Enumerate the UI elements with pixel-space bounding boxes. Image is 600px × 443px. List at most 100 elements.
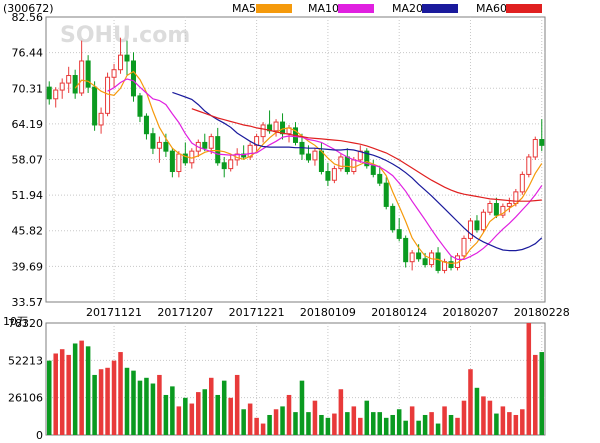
candle-body[interactable]: [124, 54, 130, 62]
volume-bar[interactable]: [111, 360, 117, 435]
volume-bar[interactable]: [481, 396, 486, 435]
volume-bar[interactable]: [79, 340, 84, 435]
volume-bar[interactable]: [215, 394, 221, 435]
candle-body[interactable]: [98, 112, 104, 126]
candle-body[interactable]: [66, 75, 72, 84]
volume-bar[interactable]: [267, 414, 272, 435]
volume-bar[interactable]: [66, 354, 71, 435]
volume-bar[interactable]: [513, 414, 519, 435]
candle-body[interactable]: [377, 173, 383, 184]
candle-body[interactable]: [331, 168, 337, 181]
candle-body[interactable]: [156, 141, 162, 149]
volume-bar[interactable]: [416, 420, 421, 435]
volume-bar[interactable]: [157, 374, 162, 435]
candle-body[interactable]: [390, 205, 396, 231]
volume-bar[interactable]: [299, 380, 305, 435]
candle-body[interactable]: [318, 150, 324, 173]
candle-body[interactable]: [111, 69, 117, 78]
volume-bar[interactable]: [144, 377, 149, 435]
candle-body[interactable]: [539, 139, 545, 146]
volume-bar[interactable]: [396, 409, 402, 435]
candle-body[interactable]: [221, 162, 227, 170]
volume-bar[interactable]: [306, 412, 311, 435]
volume-bar[interactable]: [312, 400, 318, 435]
candle-body[interactable]: [370, 165, 376, 175]
candle-body[interactable]: [169, 150, 175, 173]
volume-bar[interactable]: [377, 412, 383, 435]
candle-body[interactable]: [312, 150, 318, 161]
candle-body[interactable]: [105, 76, 111, 114]
volume-bar[interactable]: [422, 414, 428, 435]
volume-bar[interactable]: [163, 394, 169, 435]
volume-bar[interactable]: [358, 417, 363, 435]
candle-body[interactable]: [409, 252, 415, 263]
candle-body[interactable]: [72, 75, 78, 94]
candle-body[interactable]: [260, 124, 266, 138]
candle-body[interactable]: [137, 95, 143, 117]
candle-body[interactable]: [435, 252, 441, 271]
candle-body[interactable]: [487, 203, 493, 213]
volume-bar[interactable]: [435, 423, 441, 435]
candle-body[interactable]: [53, 89, 59, 100]
volume-bar[interactable]: [468, 369, 473, 435]
candle-body[interactable]: [273, 121, 279, 132]
volume-bar[interactable]: [474, 387, 480, 435]
volume-bar[interactable]: [98, 369, 104, 435]
candle-body[interactable]: [143, 115, 149, 135]
candle-body[interactable]: [344, 156, 350, 173]
volume-bar[interactable]: [92, 374, 97, 435]
candle-body[interactable]: [202, 141, 208, 149]
volume-bar[interactable]: [228, 397, 233, 435]
volume-bar[interactable]: [345, 412, 350, 435]
candle-body[interactable]: [85, 60, 91, 88]
volume-bar[interactable]: [507, 412, 512, 435]
candle-body[interactable]: [228, 159, 234, 170]
volume-bar[interactable]: [364, 400, 370, 435]
candle-body[interactable]: [506, 203, 512, 207]
volume-bar[interactable]: [487, 400, 493, 435]
candle-body[interactable]: [305, 153, 311, 161]
candle-body[interactable]: [500, 205, 506, 216]
candle-body[interactable]: [325, 171, 331, 181]
volume-bar[interactable]: [409, 406, 415, 435]
volume-bar[interactable]: [429, 412, 434, 435]
volume-bar[interactable]: [390, 414, 395, 435]
volume-bar[interactable]: [254, 417, 259, 435]
volume-bar[interactable]: [221, 380, 227, 435]
candle-body[interactable]: [150, 133, 156, 149]
candle-body[interactable]: [182, 153, 188, 164]
candle-body[interactable]: [163, 141, 169, 152]
candle-body[interactable]: [422, 258, 428, 266]
volume-bar[interactable]: [370, 412, 376, 435]
volume-bar[interactable]: [208, 377, 214, 435]
volume-bar[interactable]: [461, 400, 467, 435]
volume-bar[interactable]: [202, 389, 208, 435]
candle-body[interactable]: [79, 60, 85, 94]
candle-body[interactable]: [480, 211, 486, 231]
candle-body[interactable]: [338, 156, 344, 170]
volume-bar[interactable]: [280, 406, 285, 435]
candle-body[interactable]: [383, 182, 389, 207]
volume-bar[interactable]: [338, 389, 344, 435]
candle-body[interactable]: [208, 136, 214, 149]
volume-bar[interactable]: [500, 406, 506, 435]
volume-bar[interactable]: [260, 423, 266, 435]
volume-bar[interactable]: [273, 409, 279, 435]
volume-bar[interactable]: [196, 392, 201, 435]
volume-bar[interactable]: [526, 323, 532, 435]
candle-body[interactable]: [118, 54, 124, 71]
candle-body[interactable]: [364, 150, 370, 167]
volume-bar[interactable]: [241, 409, 246, 435]
candle-body[interactable]: [519, 173, 525, 193]
volume-bar[interactable]: [293, 412, 298, 435]
volume-bar[interactable]: [325, 417, 331, 435]
volume-bar[interactable]: [332, 413, 337, 435]
candle-body[interactable]: [526, 156, 532, 175]
candle-body[interactable]: [92, 86, 98, 126]
volume-bar[interactable]: [539, 352, 545, 435]
volume-bar[interactable]: [183, 397, 188, 435]
candle-body[interactable]: [215, 136, 221, 164]
volume-bar[interactable]: [150, 383, 156, 435]
candle-body[interactable]: [59, 82, 65, 91]
